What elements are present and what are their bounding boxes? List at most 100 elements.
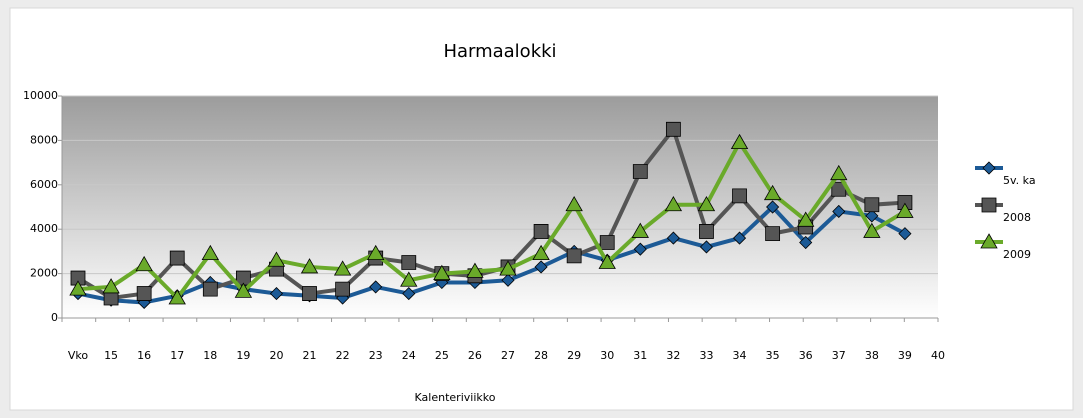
data-point [102, 278, 120, 294]
data-point [401, 255, 417, 270]
plot-area [62, 96, 938, 318]
x-tick-label: 36 [799, 349, 813, 362]
x-tick-label: 35 [766, 349, 780, 362]
legend-label: 2009 [1003, 248, 1031, 261]
y-tick-label: 10000 [23, 89, 58, 102]
data-point [369, 280, 383, 294]
x-tick-label: 33 [699, 349, 713, 362]
x-tick-label: 17 [170, 349, 184, 362]
data-point [864, 197, 880, 213]
data-point [466, 262, 484, 278]
legend-marker [980, 233, 998, 249]
data-point [730, 133, 749, 150]
data-point [897, 195, 913, 210]
chart-title: Harmaalokki [443, 41, 556, 62]
data-point [765, 226, 781, 242]
x-tick-label: 27 [501, 349, 515, 362]
data-point [534, 260, 548, 274]
x-tick-label: 38 [865, 349, 879, 362]
data-point [699, 240, 714, 254]
data-point [335, 281, 351, 297]
y-tick-label: 8000 [30, 133, 58, 146]
data-point [865, 209, 879, 223]
legend-marker [981, 197, 997, 213]
x-tick-label: 23 [369, 349, 383, 362]
legend-label: 5v. ka [1003, 174, 1036, 187]
x-tick-label: 26 [468, 349, 482, 362]
x-tick-label: 18 [203, 349, 217, 362]
data-point [665, 121, 681, 137]
data-point [699, 224, 714, 239]
x-tick-label: 32 [666, 349, 680, 362]
y-tick-label: 2000 [30, 267, 58, 280]
data-point [202, 281, 218, 297]
data-point [201, 244, 219, 261]
x-tick-label: 40 [931, 349, 945, 362]
x-tick-label: 19 [236, 349, 250, 362]
x-tick-label: 21 [303, 349, 317, 362]
data-point [367, 244, 385, 261]
legend-label: 2008 [1003, 211, 1031, 224]
data-point [896, 202, 914, 218]
data-point [169, 250, 185, 266]
x-tick-label: 25 [435, 349, 449, 362]
x-tick-label: 24 [402, 349, 416, 362]
data-point [69, 280, 87, 296]
data-point [599, 235, 615, 250]
data-point [300, 258, 319, 274]
data-point [666, 231, 680, 245]
data-point [566, 248, 582, 264]
y-tick-label: 6000 [30, 178, 58, 191]
data-point [830, 164, 848, 181]
data-point [863, 222, 881, 238]
data-point [565, 195, 583, 212]
x-tick-label: 16 [137, 349, 151, 362]
data-point [732, 231, 747, 245]
x-tick-label: Vko [68, 349, 89, 362]
data-point [136, 286, 152, 301]
data-point [501, 273, 515, 287]
data-point [631, 222, 649, 238]
x-tick-label: 34 [733, 349, 747, 362]
data-point [832, 204, 846, 219]
data-point [499, 260, 517, 276]
data-point [598, 253, 616, 269]
data-point [632, 164, 648, 179]
x-tick-label: 22 [336, 349, 350, 362]
data-point [70, 270, 86, 286]
data-point [433, 264, 451, 281]
data-point [763, 184, 782, 201]
x-tick-label: 28 [534, 349, 548, 362]
data-point [533, 224, 549, 239]
x-tick-label: 31 [633, 349, 647, 362]
data-point [766, 200, 780, 214]
x-tick-label: 15 [104, 349, 118, 362]
data-point [234, 282, 253, 298]
data-point [168, 289, 186, 305]
data-point [333, 260, 352, 276]
y-tick-label: 4000 [30, 222, 58, 235]
data-point [797, 211, 815, 227]
data-point [664, 195, 683, 212]
x-tick-label: 37 [832, 349, 846, 362]
data-point [831, 181, 847, 197]
data-point [633, 242, 647, 256]
legend-marker [982, 161, 996, 175]
x-tick-label: 30 [600, 349, 614, 362]
data-point [898, 227, 912, 241]
x-tick-label: 20 [269, 349, 283, 362]
data-point [135, 255, 153, 272]
data-point [400, 271, 418, 287]
data-point [302, 286, 317, 301]
data-point [532, 244, 550, 261]
data-point [799, 235, 813, 250]
data-point [732, 188, 747, 204]
x-tick-label: 39 [898, 349, 912, 362]
x-axis-label: Kalenteriviikko [415, 391, 496, 404]
data-point [697, 195, 716, 212]
x-tick-label: 29 [567, 349, 581, 362]
data-point [402, 287, 416, 301]
y-tick-label: 0 [51, 311, 58, 324]
data-point [269, 287, 284, 301]
